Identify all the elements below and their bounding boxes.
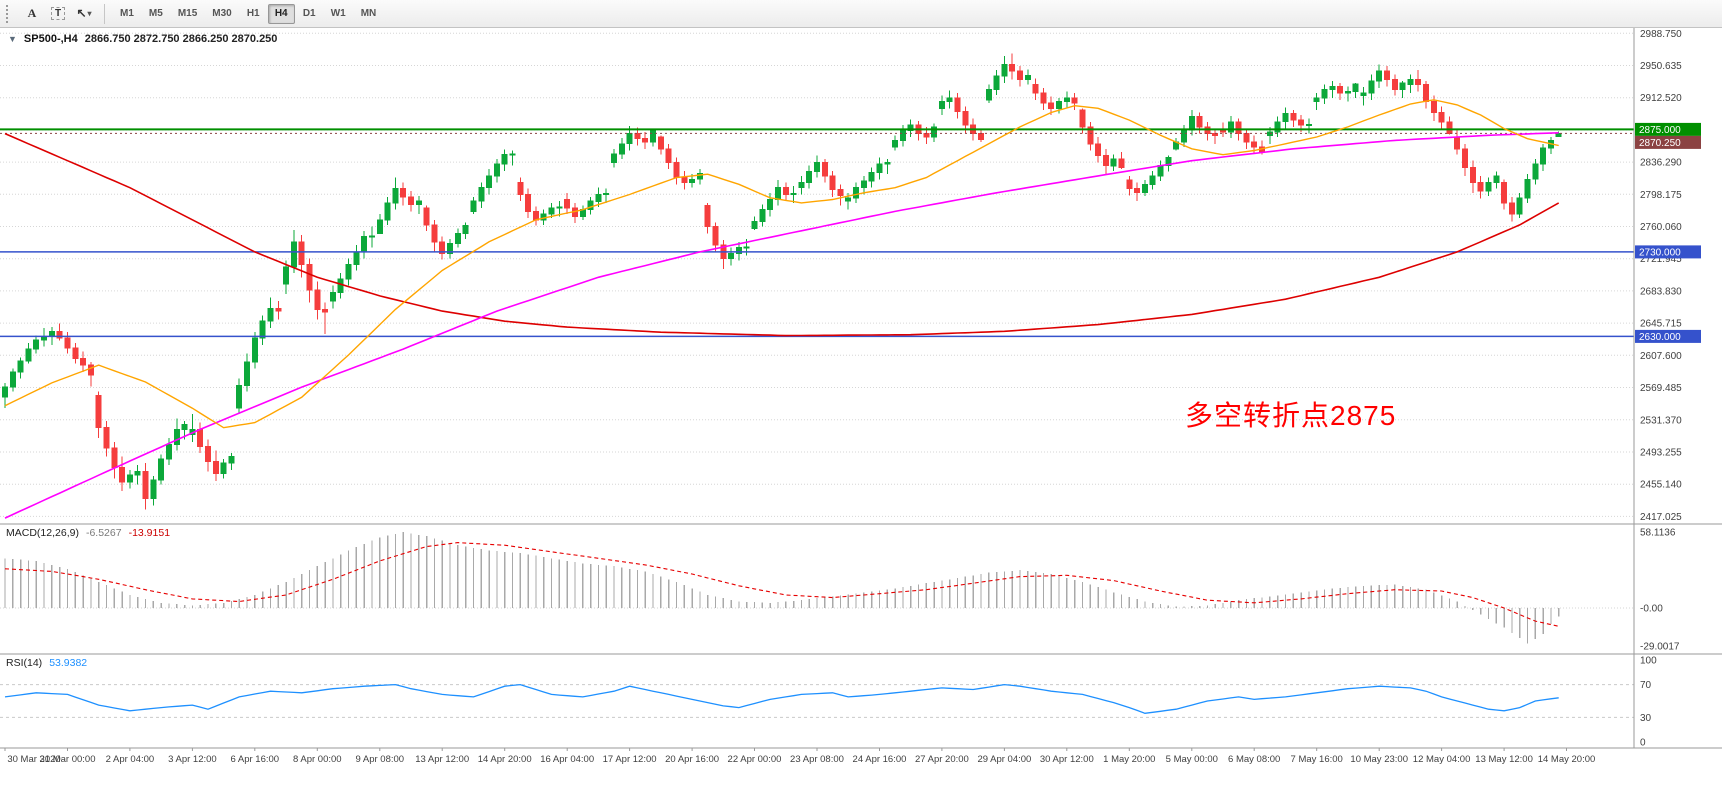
timeframe-m15-button[interactable]: M15 (171, 4, 204, 24)
svg-text:5 May 00:00: 5 May 00:00 (1166, 754, 1218, 765)
svg-text:3 Apr 12:00: 3 Apr 12:00 (168, 754, 217, 765)
toolbar-grip-handle[interactable] (6, 4, 12, 23)
one-click-trading-toggle[interactable]: ▼ (8, 34, 17, 44)
timeframe-m30-button[interactable]: M30 (205, 4, 238, 24)
svg-text:58.1136: 58.1136 (1640, 528, 1676, 539)
svg-text:31 Mar 00:00: 31 Mar 00:00 (40, 754, 96, 765)
svg-text:16 Apr 04:00: 16 Apr 04:00 (540, 754, 594, 765)
svg-text:30 Apr 12:00: 30 Apr 12:00 (1040, 754, 1094, 765)
svg-text:2645.715: 2645.715 (1640, 319, 1682, 330)
chevron-down-icon: ▾ (87, 9, 92, 18)
svg-text:6 May 08:00: 6 May 08:00 (1228, 754, 1280, 765)
timeframe-h4-button[interactable]: H4 (267, 3, 295, 24)
timeframe-m5-button[interactable]: M5 (142, 4, 170, 24)
macd-histogram (4, 532, 1560, 644)
svg-text:14 May 20:00: 14 May 20:00 (1538, 754, 1596, 765)
svg-text:2950.635: 2950.635 (1640, 61, 1682, 72)
chart-area[interactable]: 2988.7502950.6352912.5202874.4052836.290… (0, 28, 1722, 788)
svg-text:24 Apr 16:00: 24 Apr 16:00 (853, 754, 907, 765)
svg-text:2875.000: 2875.000 (1639, 125, 1681, 136)
svg-text:22 Apr 00:00: 22 Apr 00:00 (728, 754, 782, 765)
current-price-badge: 2870.250 (1635, 135, 1701, 149)
svg-text:29 Apr 04:00: 29 Apr 04:00 (977, 754, 1031, 765)
timeframe-m1-button[interactable]: M1 (113, 4, 141, 24)
cursor-tool-button[interactable]: ↖ ▾ (72, 3, 96, 25)
svg-text:2455.140: 2455.140 (1640, 480, 1682, 491)
svg-text:0: 0 (1640, 738, 1646, 749)
svg-text:2683.830: 2683.830 (1640, 286, 1682, 297)
svg-text:30: 30 (1640, 713, 1652, 724)
toolbar-separator (104, 3, 105, 24)
svg-text:13 Apr 12:00: 13 Apr 12:00 (415, 754, 469, 765)
svg-text:2630.000: 2630.000 (1639, 332, 1681, 343)
rsi-line (4, 683, 1559, 714)
svg-text:8 Apr 00:00: 8 Apr 00:00 (293, 754, 342, 765)
chart-canvas[interactable]: 2988.7502950.6352912.5202874.4052836.290… (0, 28, 1722, 788)
svg-text:14 Apr 20:00: 14 Apr 20:00 (478, 754, 532, 765)
svg-text:9 Apr 08:00: 9 Apr 08:00 (355, 754, 404, 765)
svg-text:13 May 12:00: 13 May 12:00 (1475, 754, 1533, 765)
svg-text:2607.600: 2607.600 (1640, 351, 1682, 362)
timeframe-mn-button[interactable]: MN (354, 4, 384, 24)
timeframe-d1-button[interactable]: D1 (296, 4, 323, 24)
text-tool-icon: T (50, 7, 66, 20)
svg-text:2988.750: 2988.750 (1640, 29, 1682, 40)
svg-text:10 May 23:00: 10 May 23:00 (1350, 754, 1408, 765)
level-badge-2875.000: 2875.000 (1635, 122, 1701, 136)
svg-text:2836.290: 2836.290 (1640, 158, 1682, 169)
svg-text:-29.0017: -29.0017 (1640, 642, 1680, 653)
svg-text:-0.00: -0.00 (1640, 604, 1663, 615)
font-tool-button[interactable]: A (20, 3, 44, 25)
svg-text:70: 70 (1640, 680, 1652, 691)
svg-text:27 Apr 20:00: 27 Apr 20:00 (915, 754, 969, 765)
svg-text:12 May 04:00: 12 May 04:00 (1413, 754, 1471, 765)
level-badge-2630.000: 2630.000 (1635, 329, 1701, 343)
svg-text:2 Apr 04:00: 2 Apr 04:00 (106, 754, 155, 765)
toolbar: A T ↖ ▾ M1 M5 M15 M30 H1 H4 D1 W1 MN (0, 0, 1722, 28)
chart-annotation-text[interactable]: 多空转折点2875 (1185, 400, 1397, 431)
cursor-icon: ↖ (76, 6, 87, 20)
svg-text:30 Mar 2020: 30 Mar 2020 (7, 754, 60, 765)
svg-text:2912.520: 2912.520 (1640, 93, 1682, 104)
svg-text:7 May 16:00: 7 May 16:00 (1291, 754, 1343, 765)
timeframe-w1-button[interactable]: W1 (324, 4, 353, 24)
svg-text:2721.945: 2721.945 (1640, 254, 1682, 265)
svg-text:2798.175: 2798.175 (1640, 190, 1682, 201)
ma-fast-orange-line (4, 99, 1559, 429)
timeframe-h1-button[interactable]: H1 (240, 4, 267, 24)
svg-text:2730.000: 2730.000 (1639, 247, 1681, 258)
svg-text:2417.025: 2417.025 (1640, 512, 1682, 523)
svg-text:100: 100 (1640, 656, 1657, 667)
candles-layer (2, 53, 1562, 510)
macd-signal-line (4, 542, 1559, 627)
svg-text:2760.060: 2760.060 (1640, 222, 1682, 233)
svg-text:2569.485: 2569.485 (1640, 383, 1682, 394)
svg-text:20 Apr 16:00: 20 Apr 16:00 (665, 754, 719, 765)
svg-text:17 Apr 12:00: 17 Apr 12:00 (603, 754, 657, 765)
svg-text:6 Apr 16:00: 6 Apr 16:00 (230, 754, 279, 765)
ma-mid-magenta-line (4, 132, 1559, 519)
svg-text:2870.250: 2870.250 (1639, 138, 1681, 149)
svg-text:1 May 20:00: 1 May 20:00 (1103, 754, 1155, 765)
text-tool-button[interactable]: T (46, 3, 70, 25)
svg-text:23 Apr 08:00: 23 Apr 08:00 (790, 754, 844, 765)
ma-slow-red-line (4, 132, 1560, 337)
svg-text:2531.370: 2531.370 (1640, 415, 1682, 426)
timeframe-group: M1 M5 M15 M30 H1 H4 D1 W1 MN (113, 3, 384, 24)
svg-text:2493.255: 2493.255 (1640, 448, 1682, 459)
level-badge-2730.000: 2730.000 (1635, 245, 1701, 259)
